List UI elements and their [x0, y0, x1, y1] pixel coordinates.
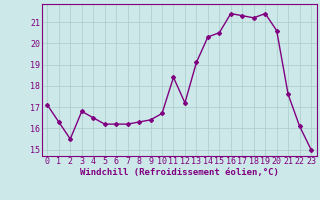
X-axis label: Windchill (Refroidissement éolien,°C): Windchill (Refroidissement éolien,°C): [80, 168, 279, 177]
